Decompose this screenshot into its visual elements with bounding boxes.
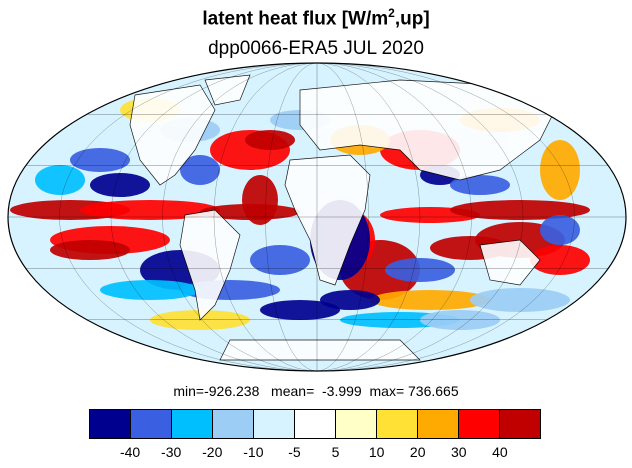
legend-tick-label: -10 — [243, 444, 264, 460]
land-outline — [479, 239, 541, 286]
legend-tick-label: 5 — [331, 444, 340, 460]
legend-tick-label: 20 — [409, 444, 426, 460]
flux-patch — [450, 200, 590, 220]
longitude-line — [110, 63, 524, 371]
legend-tick-label: 10 — [368, 444, 385, 460]
longitude-line — [213, 63, 421, 371]
land-outline — [204, 74, 251, 106]
legend-tick-label: -5 — [288, 444, 301, 460]
flux-patch — [90, 173, 150, 197]
flux-patch — [385, 258, 455, 282]
flux-patch — [35, 165, 85, 195]
flux-patch — [540, 215, 580, 245]
flux-patch — [450, 175, 510, 195]
stat-mean: mean= -3.999 — [271, 383, 362, 399]
land-outline — [284, 154, 371, 286]
color-legend — [89, 409, 541, 439]
flux-patch — [100, 280, 200, 300]
stat-max: max= 736.665 — [369, 383, 459, 399]
legend-swatch — [500, 410, 540, 438]
flux-patch — [50, 240, 130, 260]
legend-tick-label: -40 — [119, 444, 141, 460]
flux-patch — [470, 288, 570, 312]
longitude-line — [213, 63, 421, 371]
legend-tick-label: 30 — [451, 444, 467, 460]
longitude-line — [110, 63, 524, 371]
flux-patch — [530, 245, 590, 275]
flux-patch — [540, 140, 580, 200]
legend-swatch — [131, 410, 172, 438]
map-title: latent heat flux [W/m2,up] — [0, 6, 632, 30]
legend-swatch — [295, 410, 336, 438]
longitude-line — [162, 63, 472, 371]
legend-tick-label: 40 — [492, 444, 508, 460]
continents — [129, 74, 561, 361]
legend-swatch — [254, 410, 295, 438]
longitude-line — [59, 63, 575, 371]
legend-swatch — [172, 410, 213, 438]
longitude-line — [162, 63, 472, 371]
longitude-line — [265, 63, 369, 371]
flux-patch — [370, 290, 490, 310]
flux-patch — [245, 130, 295, 150]
flux-patch — [70, 148, 130, 172]
world-map — [7, 62, 627, 372]
legend-swatch — [459, 410, 500, 438]
legend-swatch — [336, 410, 377, 438]
title-unit-tail: ,up] — [394, 8, 430, 30]
flux-patch — [180, 155, 220, 185]
legend-tick-labels: -40 -30 -20 -10 -5 5 10 20 30 40 — [89, 444, 541, 464]
land-outline — [219, 339, 421, 361]
longitude-line — [265, 63, 369, 371]
legend-swatch — [377, 410, 418, 438]
legend-swatch — [418, 410, 459, 438]
legend-tick-label: -30 — [161, 444, 182, 460]
flux-patch — [260, 300, 340, 320]
longitude-line — [59, 63, 575, 371]
graticule — [8, 63, 626, 371]
title-text: latent heat flux [W/m — [202, 8, 389, 30]
land-outline — [179, 209, 241, 321]
flux-patch — [242, 175, 278, 225]
stat-min: min=-926.238 — [173, 383, 260, 399]
flux-field — [8, 63, 626, 371]
land-outline — [129, 84, 216, 186]
map-outline — [7, 62, 627, 372]
flux-patch — [250, 245, 310, 275]
flux-patch — [320, 290, 380, 310]
flux-patch — [420, 310, 500, 330]
legend-swatch — [90, 410, 131, 438]
legend-swatch — [213, 410, 254, 438]
legend-tick-label: -20 — [202, 444, 223, 460]
map-subtitle: dpp0066-ERA5 JUL 2020 — [208, 38, 424, 59]
summary-stats: min=-926.238 mean= -3.999 max= 736.665 — [0, 383, 632, 399]
title-superscript: 2 — [388, 6, 395, 20]
